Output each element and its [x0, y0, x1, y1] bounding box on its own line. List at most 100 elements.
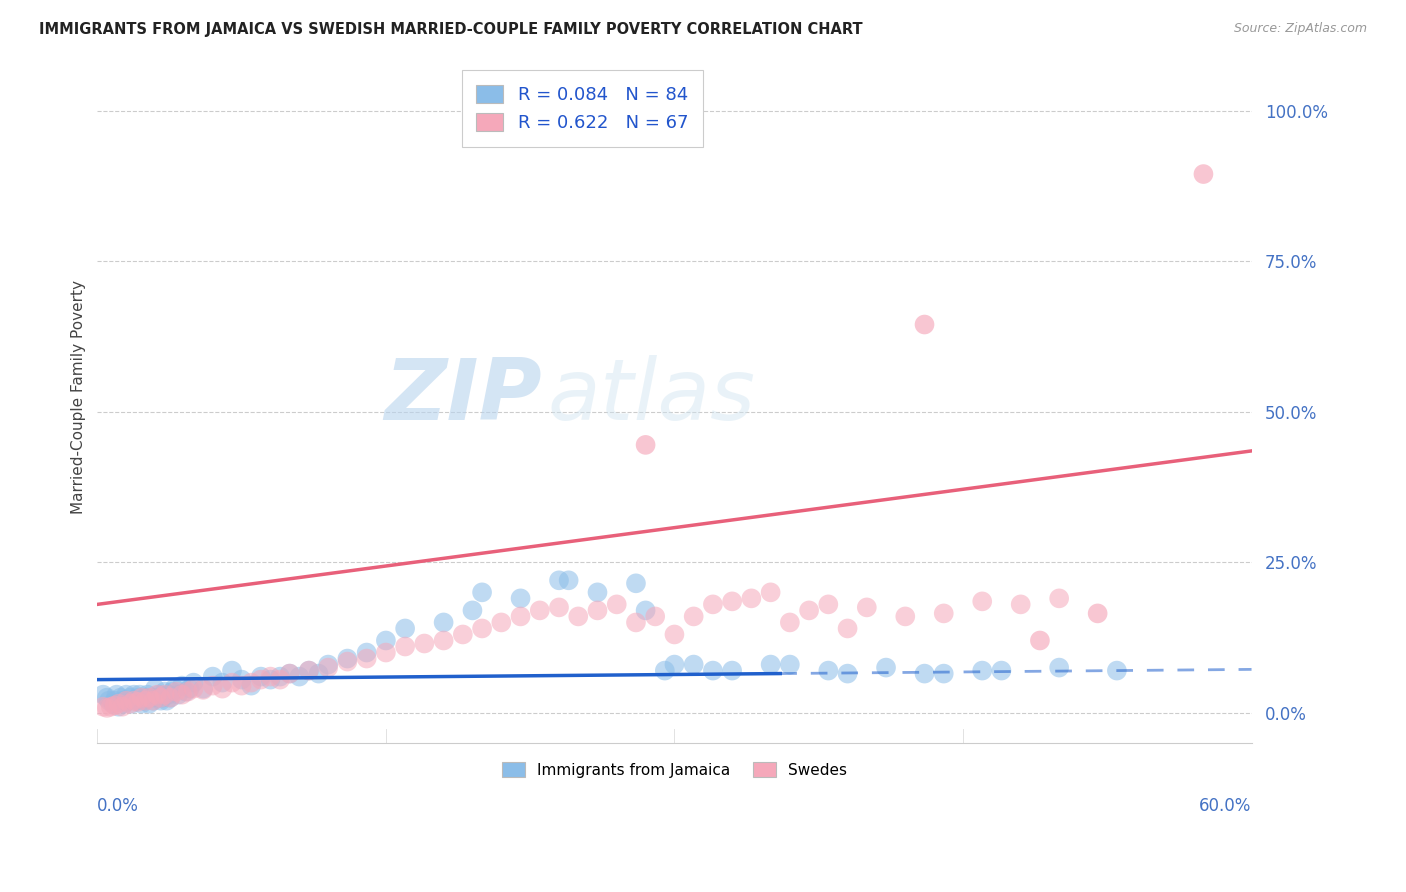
Point	[134, 694, 156, 708]
Point	[433, 615, 456, 630]
Point	[634, 438, 657, 452]
Point	[149, 694, 172, 708]
Point	[471, 585, 494, 599]
Point	[259, 670, 281, 684]
Point	[269, 673, 291, 687]
Point	[374, 646, 396, 660]
Point	[779, 657, 801, 672]
Point	[179, 681, 201, 696]
Point	[97, 694, 120, 708]
Point	[1192, 167, 1215, 181]
Point	[221, 675, 243, 690]
Point	[96, 690, 118, 705]
Point	[914, 666, 936, 681]
Point	[356, 651, 378, 665]
Point	[491, 615, 513, 630]
Point	[433, 633, 456, 648]
Point	[413, 636, 436, 650]
Point	[127, 690, 149, 705]
Point	[125, 694, 148, 708]
Point	[155, 694, 177, 708]
Point	[118, 697, 141, 711]
Point	[231, 679, 253, 693]
Point	[817, 598, 839, 612]
Point	[107, 697, 129, 711]
Point	[115, 688, 138, 702]
Point	[336, 655, 359, 669]
Point	[682, 609, 704, 624]
Point	[131, 697, 153, 711]
Point	[250, 670, 273, 684]
Point	[298, 664, 321, 678]
Text: 60.0%: 60.0%	[1199, 797, 1251, 815]
Point	[1298, 537, 1320, 551]
Point	[509, 591, 531, 606]
Point	[115, 694, 138, 708]
Point	[104, 694, 127, 708]
Point	[110, 690, 132, 705]
Point	[162, 684, 184, 698]
Point	[240, 675, 263, 690]
Point	[104, 698, 127, 713]
Point	[288, 670, 311, 684]
Point	[837, 622, 859, 636]
Point	[702, 598, 724, 612]
Point	[201, 679, 224, 693]
Point	[779, 615, 801, 630]
Point	[308, 666, 330, 681]
Point	[740, 591, 762, 606]
Point	[471, 622, 494, 636]
Point	[356, 646, 378, 660]
Point	[914, 318, 936, 332]
Text: ZIP: ZIP	[384, 355, 541, 438]
Point	[132, 694, 155, 708]
Point	[122, 688, 145, 702]
Point	[153, 688, 176, 702]
Point	[721, 664, 744, 678]
Point	[894, 609, 917, 624]
Point	[394, 640, 416, 654]
Point	[586, 585, 609, 599]
Point	[721, 594, 744, 608]
Point	[183, 675, 205, 690]
Point	[316, 657, 339, 672]
Point	[654, 664, 676, 678]
Point	[606, 598, 628, 612]
Point	[174, 684, 197, 698]
Point	[856, 600, 879, 615]
Point	[111, 699, 134, 714]
Point	[143, 681, 166, 696]
Point	[112, 697, 135, 711]
Point	[107, 699, 129, 714]
Point	[837, 666, 859, 681]
Point	[153, 684, 176, 698]
Point	[548, 574, 571, 588]
Point	[336, 651, 359, 665]
Point	[117, 694, 139, 708]
Point	[211, 675, 233, 690]
Point	[586, 603, 609, 617]
Point	[111, 694, 134, 708]
Point	[170, 688, 193, 702]
Point	[101, 697, 124, 711]
Point	[1010, 598, 1032, 612]
Point	[664, 627, 686, 641]
Point	[529, 603, 551, 617]
Point	[231, 673, 253, 687]
Point	[1029, 633, 1052, 648]
Point	[1105, 664, 1128, 678]
Point	[1087, 607, 1109, 621]
Point	[269, 670, 291, 684]
Point	[100, 699, 122, 714]
Point	[152, 690, 174, 705]
Text: Source: ZipAtlas.com: Source: ZipAtlas.com	[1233, 22, 1367, 36]
Point	[759, 657, 782, 672]
Point	[128, 688, 150, 702]
Point	[634, 603, 657, 617]
Point	[567, 609, 589, 624]
Point	[509, 609, 531, 624]
Point	[972, 664, 994, 678]
Point	[91, 688, 114, 702]
Point	[1047, 591, 1070, 606]
Point	[644, 609, 666, 624]
